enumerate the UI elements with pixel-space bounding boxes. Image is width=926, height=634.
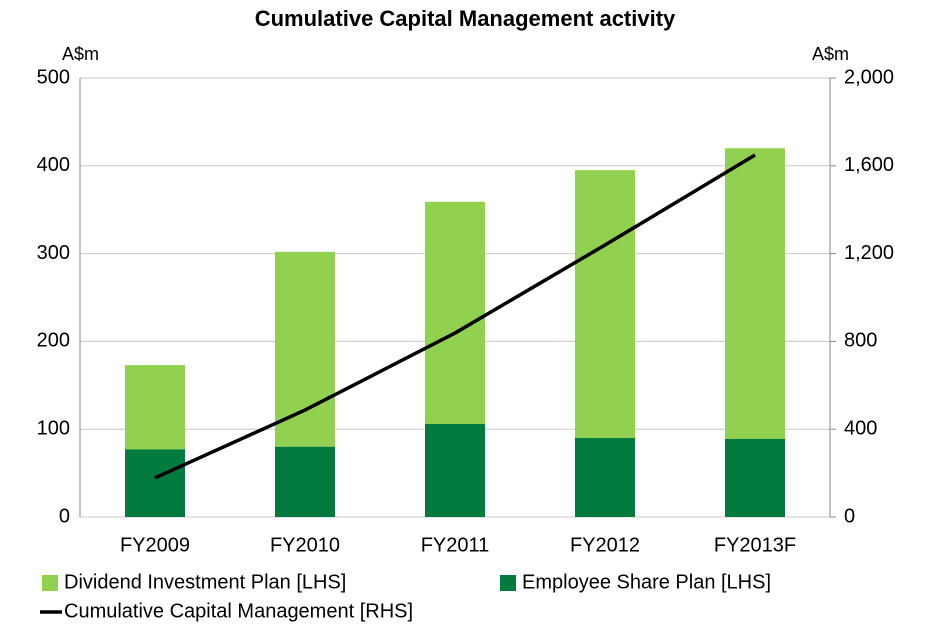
bar — [575, 170, 635, 438]
y2-tick-label: 1,200 — [844, 242, 894, 264]
bar — [425, 201, 485, 424]
y2-axis-label: A$m — [812, 44, 849, 64]
bar — [725, 438, 785, 517]
y-tick-label: 100 — [37, 417, 70, 439]
x-tick-label: FY2011 — [421, 534, 490, 556]
legend-swatch — [500, 575, 516, 591]
bar — [275, 446, 335, 517]
y2-tick-label: 1,600 — [844, 154, 894, 176]
y2-tick-label: 400 — [844, 417, 877, 439]
y2-tick-label: 2,000 — [844, 66, 894, 88]
bar — [125, 449, 185, 517]
bar — [575, 437, 635, 517]
bar — [125, 365, 185, 450]
bar — [275, 251, 335, 447]
y2-tick-label: 0 — [844, 505, 855, 527]
legend-swatch — [42, 575, 58, 591]
legend-label: Employee Share Plan [LHS] — [522, 571, 771, 593]
y-axis-label: A$m — [62, 44, 99, 64]
y-tick-label: 500 — [37, 66, 70, 88]
bar — [725, 148, 785, 439]
legend-label: Cumulative Capital Management [RHS] — [64, 600, 413, 622]
x-tick-label: FY2009 — [120, 534, 190, 556]
bar — [425, 423, 485, 517]
y-tick-label: 400 — [37, 154, 70, 176]
x-tick-label: FY2012 — [570, 534, 640, 556]
x-tick-label: FY2013F — [714, 534, 796, 556]
chart-title: Cumulative Capital Management activity — [255, 6, 676, 31]
y2-tick-label: 800 — [844, 330, 877, 352]
y-tick-label: 200 — [37, 330, 70, 352]
y-tick-label: 300 — [37, 242, 70, 264]
legend-label: Dividend Investment Plan [LHS] — [64, 571, 346, 593]
y-tick-label: 0 — [59, 505, 70, 527]
line — [154, 153, 756, 480]
x-tick-label: FY2010 — [270, 534, 340, 556]
